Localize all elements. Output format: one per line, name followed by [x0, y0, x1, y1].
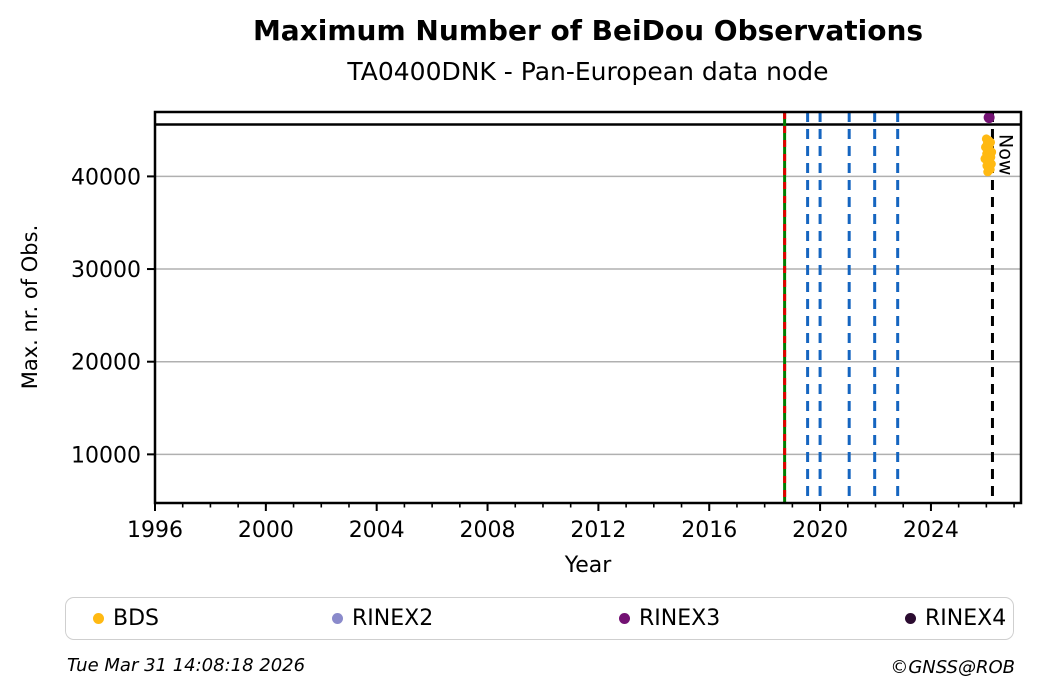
rinex2-marker-icon [332, 612, 343, 624]
legend-label-rinex2: RINEX2 [352, 605, 434, 631]
svg-text:2000: 2000 [238, 518, 294, 543]
plot-timestamp: Tue Mar 31 14:08:18 2026 [67, 655, 306, 676]
svg-text:2012: 2012 [570, 518, 626, 543]
rinex3-marker-icon [619, 612, 630, 624]
chart-title: Maximum Number of BeiDou Observations [252, 14, 924, 47]
legend-entry-rinex2: RINEX2 [332, 598, 433, 638]
svg-text:2020: 2020 [792, 518, 848, 543]
svg-text:Now: Now [994, 134, 1016, 175]
svg-text:40000: 40000 [71, 165, 141, 190]
svg-text:10000: 10000 [71, 443, 141, 468]
legend-label-rinex3: RINEX3 [639, 605, 721, 631]
y-axis-label: Max. nr. of Obs. [18, 224, 42, 390]
svg-text:30000: 30000 [71, 258, 141, 283]
svg-text:2016: 2016 [681, 518, 737, 543]
rinex4-marker-icon [905, 612, 916, 624]
legend-entry-bds: BDS [93, 598, 159, 638]
legend-entry-rinex3: RINEX3 [619, 598, 720, 638]
legend-label-rinex4: RINEX4 [925, 605, 1007, 631]
x-axis-label: Year [564, 553, 612, 578]
svg-text:1996: 1996 [127, 518, 183, 543]
legend-box: BDS RINEX2 RINEX3 RINEX4 [65, 597, 1014, 640]
svg-text:2004: 2004 [349, 518, 405, 543]
svg-text:2008: 2008 [460, 518, 516, 543]
svg-text:20000: 20000 [71, 351, 141, 376]
chart-subtitle: TA0400DNK - Pan-European data node [347, 57, 829, 86]
copyright-credit: ©GNSS@ROB [890, 657, 1015, 678]
svg-text:2024: 2024 [903, 518, 959, 543]
legend-label-bds: BDS [113, 605, 159, 631]
bds-marker-icon [93, 612, 104, 624]
legend-entry-rinex4: RINEX4 [905, 598, 1006, 638]
chart-canvas: 10000 20000 30000 40000 1996 2000 2004 2008 2012… [71, 110, 1023, 543]
